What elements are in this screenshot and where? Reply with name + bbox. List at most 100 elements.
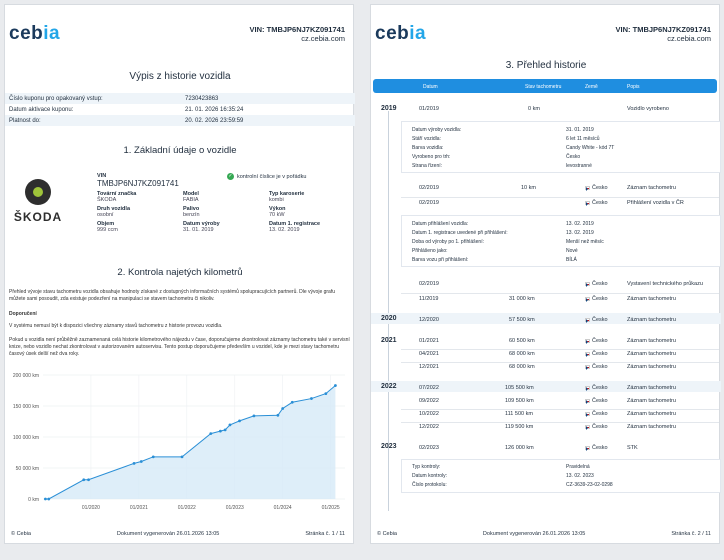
row-divider	[401, 422, 719, 423]
series-line	[45, 385, 336, 500]
detail-row: Datum přihlášení vozidla: 13. 02. 2019	[402, 220, 720, 229]
timeline-line	[388, 111, 389, 511]
info-key: Datum aktivace kuponu:	[9, 106, 74, 113]
row-date: 01/2019	[419, 106, 439, 112]
field-value: 31. 01. 2019	[183, 227, 214, 233]
row-country: Česko	[585, 385, 608, 391]
data-point	[132, 461, 136, 465]
vehicle-grid: Tovární značka ŠKODA Model FABIA Typ karos…	[97, 191, 355, 233]
field-value: ŠKODA	[97, 197, 117, 203]
czech-flag-icon	[585, 411, 590, 417]
country-name: Česko	[592, 185, 608, 191]
history-row: 01/2021 60 500 km Česko Záznam tachometr…	[371, 338, 721, 348]
czech-flag-icon	[585, 385, 590, 391]
footer-copyright: © Cebia	[11, 531, 31, 537]
history-row: 12/2020 57 500 km Česko Záznam tachometr…	[371, 317, 721, 327]
header-description: Popis	[627, 84, 640, 90]
field-label: Datum 1. registrace	[269, 221, 321, 227]
detail-row: Datum 1. registrace uvedené při přihláše…	[402, 229, 720, 238]
row-description: Záznam tachometru	[627, 338, 676, 344]
x-tick-label: 01/2025	[322, 505, 340, 511]
row-date: 12/2020	[419, 317, 439, 323]
row-description: Záznam tachometru	[627, 351, 676, 357]
detail-value: 13. 02. 2019	[566, 230, 594, 236]
history-row: 02/2023 126 000 km Česko STK	[371, 445, 721, 455]
data-point	[139, 460, 143, 463]
year-label: 2020	[381, 315, 397, 322]
row-description: Přihlášení vozidla v ČR	[627, 200, 684, 206]
data-point	[47, 497, 51, 501]
detail-value: BÍLÁ	[566, 257, 577, 263]
section-mileage-title: 2. Kontrola najetých kilometrů	[117, 267, 243, 278]
history-row: 01/2019 0 km Vozidlo vyrobeno	[371, 106, 721, 116]
data-point	[310, 397, 313, 400]
vehicle-field: Datum 1. registrace 13. 02. 2019	[269, 221, 355, 233]
data-point	[228, 423, 232, 427]
info-value: 20. 02. 2026 23:59:59	[185, 117, 244, 124]
data-point	[281, 407, 285, 410]
detail-value: 13. 02. 2023	[566, 473, 594, 479]
row-country: Česko	[585, 296, 608, 302]
detail-value: 6 let 11 měsíců	[566, 136, 600, 142]
row-km: 105 500 km	[505, 385, 534, 391]
skoda-emblem-icon	[25, 179, 51, 205]
data-point	[290, 400, 294, 404]
header-country: Země	[585, 84, 598, 90]
detail-key: Přihlášeno jako:	[412, 248, 448, 254]
vin-header: VIN: TMBJP6NJ7KZ091741 cz.cebia.com	[250, 25, 345, 43]
country-name: Česko	[592, 338, 608, 344]
vin-header: VIN: TMBJP6NJ7KZ091741 cz.cebia.com	[616, 25, 711, 43]
row-country: Česko	[585, 445, 608, 451]
row-description: Záznam tachometru	[627, 424, 676, 430]
data-point	[180, 455, 184, 459]
info-row: Datum aktivace kuponu: 21. 01. 2026 16:35…	[5, 104, 355, 115]
country-name: Česko	[592, 200, 608, 206]
row-description: Záznam tachometru	[627, 411, 676, 417]
recommendation-paragraph: V systému nemusí být k dispozici všechny…	[9, 323, 223, 329]
row-country: Česko	[585, 317, 608, 323]
row-description: Záznam tachometru	[627, 364, 676, 370]
y-tick-label: 200 000 km	[13, 373, 39, 379]
row-description: Záznam tachometru	[627, 398, 676, 404]
x-tick-label: 01/2023	[226, 505, 244, 511]
history-row: 02/2019 10 km Česko Záznam tachometru	[371, 185, 721, 195]
detail-value: CZ-3639-23-02-0298	[566, 482, 613, 488]
czech-flag-icon	[585, 424, 590, 430]
year-label: 2022	[381, 383, 397, 390]
data-point	[43, 497, 47, 501]
czech-flag-icon	[585, 338, 590, 344]
vehicle-field: Druh vozidla osobní	[97, 206, 183, 218]
year-label: 2023	[381, 443, 397, 450]
data-point	[218, 429, 222, 433]
country-name: Česko	[592, 351, 608, 357]
row-description: STK	[627, 445, 638, 451]
page-footer: © Cebia Dokument vygenerován 26.01.2026 …	[377, 531, 711, 537]
data-point	[252, 414, 256, 418]
row-country: Česko	[585, 411, 608, 417]
cebia-logo: cebia	[9, 23, 61, 44]
site-link[interactable]: cz.cebia.com	[301, 34, 345, 43]
info-row: Číslo kuponu pro opakovaný vstup: 7230423…	[5, 93, 355, 104]
site-link[interactable]: cz.cebia.com	[667, 34, 711, 43]
row-country: Česko	[585, 398, 608, 404]
data-point	[324, 392, 328, 395]
field-label: Typ karoserie	[269, 191, 305, 197]
detail-key: Barva vozidla:	[412, 145, 444, 151]
coupon-info: Číslo kuponu pro opakovaný vstup: 7230423…	[5, 93, 355, 126]
country-name: Česko	[592, 445, 608, 451]
x-tick-label: 01/2020	[82, 505, 100, 511]
row-description: Záznam tachometru	[627, 185, 676, 191]
country-name: Česko	[592, 385, 608, 391]
czech-flag-icon	[585, 185, 590, 191]
page-title: Výpis z historie vozidla	[129, 71, 231, 82]
x-tick-label: 01/2021	[130, 505, 148, 511]
row-km: 68 000 km	[509, 364, 535, 370]
row-date: 02/2023	[419, 445, 439, 451]
detail-value: Menší než měsíc	[566, 239, 604, 245]
footer-generated: Dokument vygenerován 26.01.2026 13:05	[116, 531, 220, 537]
y-tick-label: 0 km	[28, 497, 39, 503]
info-key: Číslo kuponu pro opakovaný vstup:	[9, 95, 103, 102]
footer-page-number: Stránka č. 2 / 11	[671, 531, 711, 537]
detail-value: Candy White - kód 7T	[566, 145, 615, 151]
y-tick-label: 50 000 km	[16, 466, 39, 472]
